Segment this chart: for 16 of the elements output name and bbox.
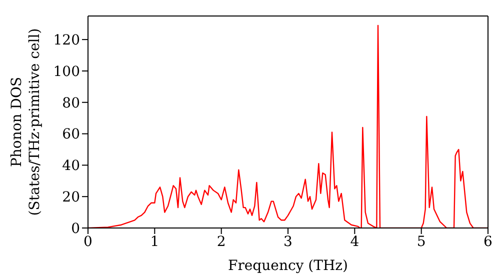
- x-tick-label: 3: [284, 234, 292, 250]
- x-tick-label: 5: [416, 234, 426, 250]
- x-tick-label: 2: [216, 234, 226, 250]
- y-tick-label: 80: [62, 95, 80, 112]
- y-axis-title: Phonon DOS (States/THz·primitive cell): [9, 28, 43, 216]
- y-tick-label: 60: [62, 126, 80, 143]
- y-tick-label: 0: [71, 220, 80, 237]
- y-tick-label: 20: [62, 190, 80, 206]
- y-tick-label: 40: [62, 158, 80, 174]
- x-axis-title: Frequency (THz): [228, 258, 348, 274]
- x-tick-label: 0: [84, 234, 92, 250]
- y-tick-label: 120: [53, 32, 80, 49]
- x-tick-label: 6: [484, 234, 493, 250]
- y-tick-label: 100: [53, 64, 80, 80]
- x-tick-label: 4: [350, 234, 360, 250]
- x-tick-label: 1: [150, 234, 160, 250]
